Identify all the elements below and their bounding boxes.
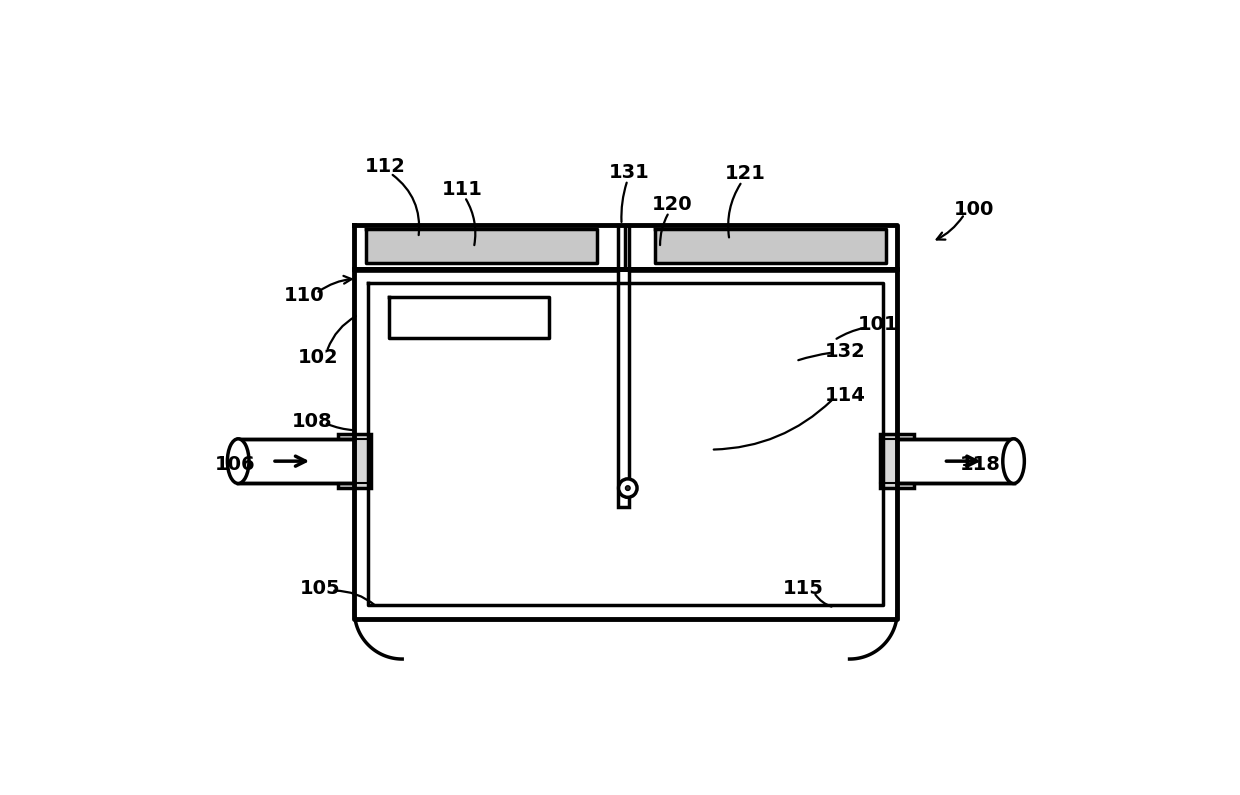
Text: 100: 100 (954, 200, 994, 219)
Bar (355, 267, 898, 273)
Text: 106: 106 (215, 456, 255, 475)
Bar (880, 434, 914, 488)
Text: 132: 132 (825, 342, 866, 361)
Ellipse shape (227, 439, 249, 483)
Bar (366, 229, 596, 263)
Text: 102: 102 (298, 347, 339, 366)
Text: 115: 115 (782, 579, 823, 598)
Bar (898, 439, 1013, 483)
Circle shape (619, 479, 637, 498)
Text: 121: 121 (724, 165, 765, 184)
Bar (655, 229, 885, 263)
Bar (618, 269, 630, 507)
Text: 112: 112 (365, 157, 405, 176)
Bar (389, 297, 549, 338)
Bar (238, 439, 355, 483)
Text: 131: 131 (609, 163, 650, 182)
Text: 101: 101 (858, 316, 898, 335)
Circle shape (625, 486, 630, 491)
Text: 114: 114 (825, 386, 866, 405)
Text: 110: 110 (284, 286, 325, 305)
Text: 105: 105 (300, 579, 340, 598)
Text: 118: 118 (960, 456, 1001, 475)
Bar (337, 434, 372, 488)
Text: 120: 120 (652, 196, 693, 214)
Ellipse shape (1003, 439, 1024, 483)
Text: 108: 108 (291, 412, 332, 431)
Text: 111: 111 (441, 180, 482, 199)
